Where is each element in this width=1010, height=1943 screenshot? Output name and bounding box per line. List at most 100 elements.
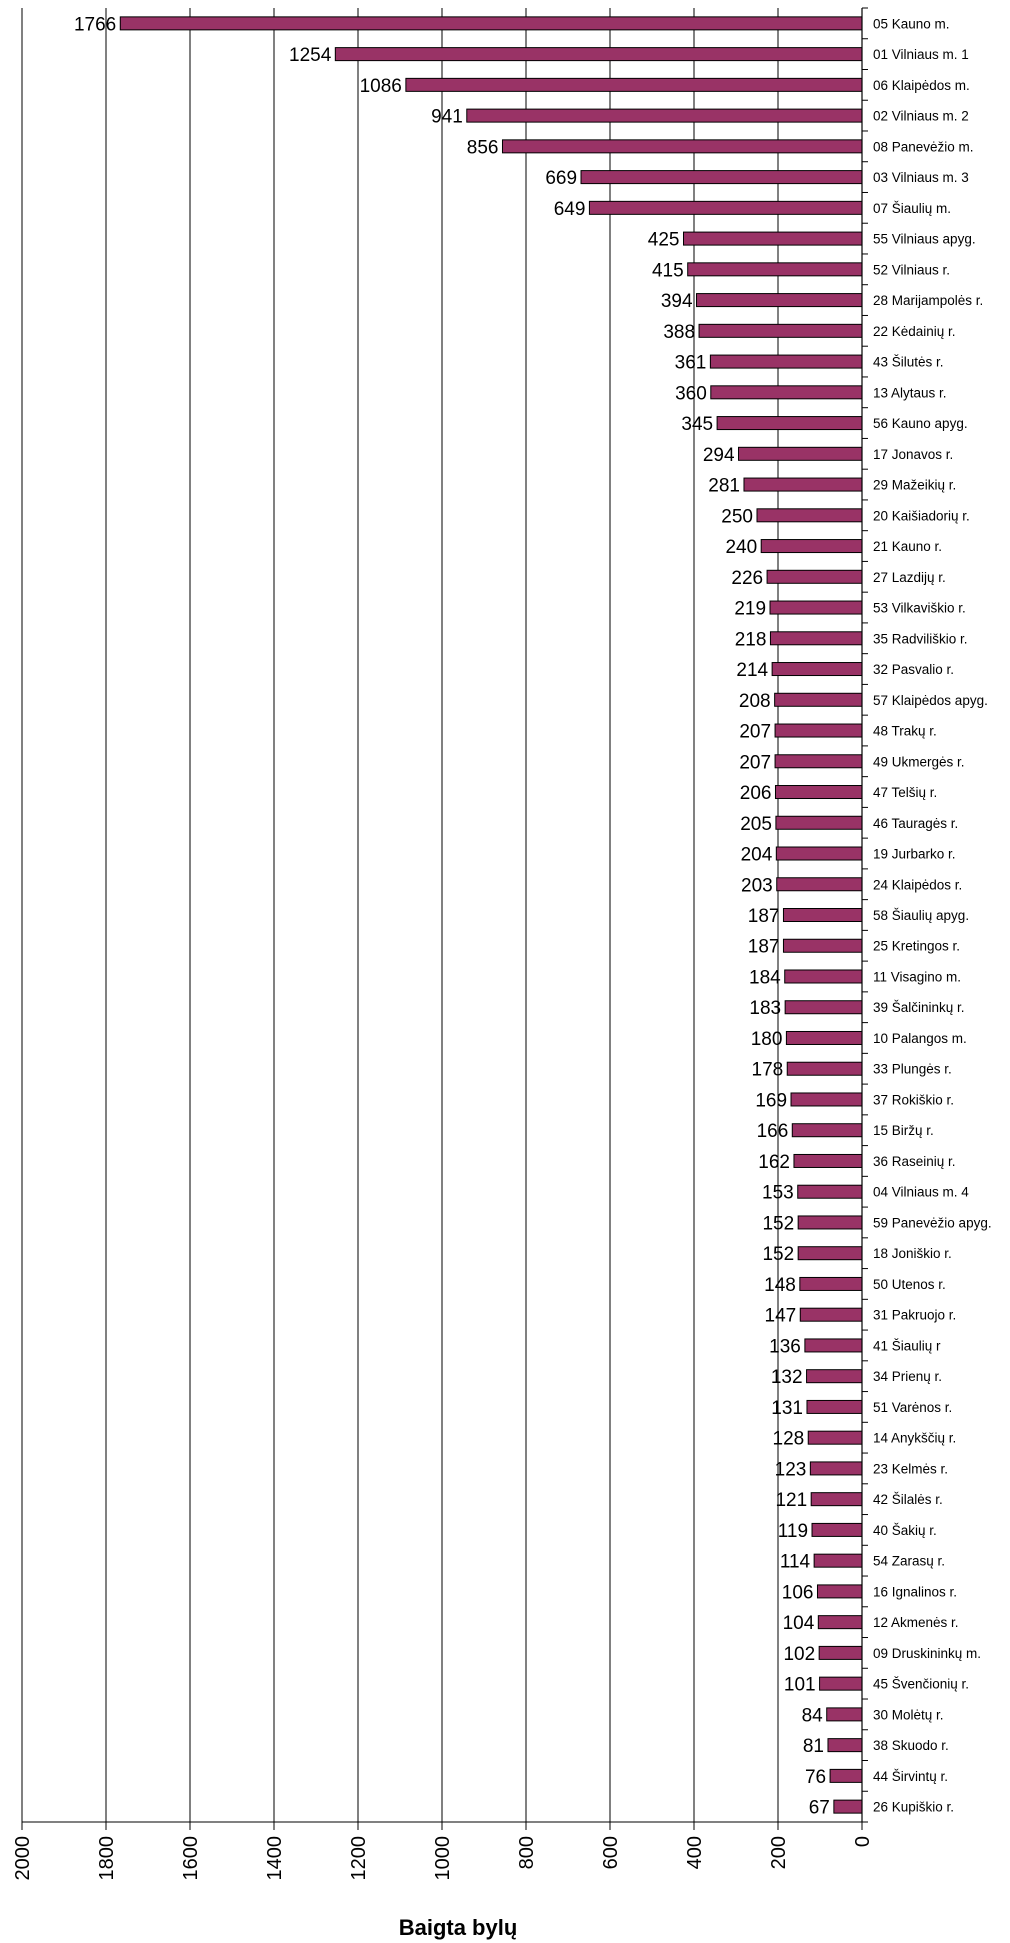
bar	[687, 262, 863, 277]
category-label: 27 Lazdijų r.	[873, 570, 946, 585]
bar	[797, 1215, 863, 1230]
x-tick-label: 1600	[180, 1836, 202, 1881]
x-tick-label: 2000	[12, 1836, 34, 1881]
bar	[710, 385, 863, 400]
category-label: 55 Vilniaus apyg.	[873, 232, 976, 247]
x-tick-label: 0	[852, 1836, 874, 1847]
category-label: 25 Kretingos r.	[873, 939, 960, 954]
value-label: 169	[755, 1090, 787, 1111]
value-label: 101	[784, 1675, 816, 1696]
category-label: 54 Zarasų r.	[873, 1554, 945, 1569]
bar	[760, 539, 863, 554]
category-label: 30 Molėtų r.	[873, 1707, 944, 1722]
bar	[793, 1153, 863, 1168]
category-label: 34 Prienų r.	[873, 1369, 942, 1384]
bar	[784, 969, 863, 984]
value-label: 184	[749, 967, 781, 988]
x-tick-label: 800	[516, 1836, 538, 1869]
bar	[799, 1276, 863, 1291]
value-label: 941	[431, 107, 463, 128]
category-label: 42 Šilalės r.	[873, 1492, 943, 1507]
value-label: 180	[751, 1029, 783, 1050]
value-label: 207	[739, 722, 771, 743]
category-label: 11 Visagino m.	[873, 969, 961, 984]
category-label: 20 Kaišiadorių r.	[873, 508, 970, 523]
bar	[797, 1184, 863, 1199]
bar	[774, 692, 863, 707]
bar	[698, 323, 863, 338]
value-label: 136	[769, 1336, 801, 1357]
category-label: 46 Tauragės r.	[873, 816, 958, 831]
category-label: 03 Vilniaus m. 3	[873, 170, 969, 185]
value-label: 240	[725, 537, 757, 558]
value-label: 281	[708, 476, 740, 497]
category-label: 53 Vilkaviškio r.	[873, 601, 966, 616]
value-label: 203	[741, 875, 773, 896]
bar	[334, 47, 863, 62]
value-label: 649	[554, 199, 586, 220]
value-label: 207	[739, 752, 771, 773]
value-label: 76	[805, 1767, 826, 1788]
bar	[782, 908, 863, 922]
bar	[786, 1061, 863, 1076]
bar	[766, 569, 863, 584]
value-label: 152	[762, 1213, 794, 1234]
category-label: 21 Kauno r.	[873, 539, 942, 554]
bar	[716, 416, 863, 431]
x-tick-label: 200	[768, 1836, 790, 1869]
value-label: 206	[740, 783, 772, 804]
bar	[791, 1123, 863, 1138]
category-label: 08 Panevėžio m.	[873, 139, 974, 154]
value-label: 294	[703, 445, 735, 466]
axes: 0 200 400 600 800 1000 1200 1400 1600 1800 2000	[12, 7, 874, 1881]
category-label: 17 Jonavos r.	[873, 447, 953, 462]
category-label: 09 Druskininkų m.	[873, 1646, 981, 1661]
bar	[817, 1615, 863, 1630]
category-label: 43 Šilutės r.	[873, 355, 944, 370]
bar	[743, 477, 863, 492]
bar	[775, 815, 863, 830]
bar	[466, 108, 863, 123]
value-label: 104	[783, 1613, 815, 1634]
category-label: 06 Klaipėdos m.	[873, 78, 970, 93]
category-label: 51 Varėnos r.	[873, 1400, 952, 1415]
category-label: 45 Švenčionių r.	[873, 1677, 969, 1692]
bar	[774, 723, 863, 738]
x-tick-label: 1800	[96, 1836, 118, 1881]
x-tick-label: 1400	[264, 1836, 286, 1881]
category-label: 26 Kupiškio r.	[873, 1800, 954, 1815]
bar	[813, 1553, 863, 1568]
category-label: 58 Šiaulių apyg.	[873, 908, 969, 923]
bar	[776, 877, 863, 892]
value-label: 214	[736, 660, 768, 681]
bar	[790, 1092, 863, 1107]
x-tick-label: 1000	[432, 1836, 454, 1881]
category-label: 48 Trakų r.	[873, 724, 937, 739]
category-label: 29 Mažeikių r.	[873, 478, 956, 493]
category-label: 24 Klaipėdos r.	[873, 877, 962, 892]
category-label: 57 Klaipėdos apyg.	[873, 693, 988, 708]
bar	[819, 1676, 863, 1691]
bar	[826, 1707, 863, 1722]
value-label: 67	[809, 1798, 830, 1819]
value-label: 388	[663, 322, 695, 343]
value-label: 152	[762, 1244, 794, 1265]
value-label: 218	[735, 629, 767, 650]
category-label: 36 Raseinių r.	[873, 1154, 956, 1169]
x-axis-title: Baigta bylų	[399, 1915, 518, 1940]
category-label: 22 Kėdainių r.	[873, 324, 956, 339]
category-label: 40 Šakių r.	[873, 1523, 937, 1538]
bar	[818, 1645, 863, 1660]
bar	[807, 1430, 863, 1445]
value-label: 183	[749, 998, 781, 1019]
category-label: 28 Marijampolės r.	[873, 293, 983, 308]
bar	[580, 170, 863, 185]
value-label: 106	[782, 1582, 814, 1603]
category-label: 44 Širvintų r.	[873, 1769, 948, 1784]
value-label: 208	[739, 691, 771, 712]
category-label: 50 Utenos r.	[873, 1277, 946, 1292]
category-label: 59 Panevėžio apyg.	[873, 1215, 992, 1230]
value-label: 84	[802, 1705, 824, 1726]
x-tick-label: 1200	[348, 1836, 370, 1881]
